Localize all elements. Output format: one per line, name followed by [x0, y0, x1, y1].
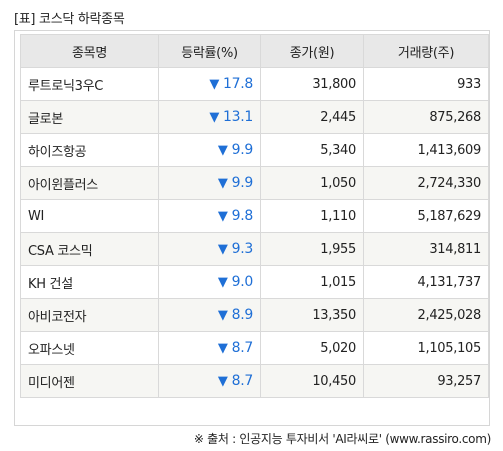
- close-price: 5,340: [260, 133, 364, 167]
- change-rate: ▼ 9.8: [158, 199, 261, 233]
- table-row: 글로본 ▼ 13.1 2,445 875,268: [20, 100, 489, 134]
- trade-volume: 314,811: [363, 232, 489, 266]
- change-rate: ▼ 9.9: [158, 166, 261, 200]
- stock-table: 종목명 등락률(%) 종가(원) 거래량(주) 루트로닉3우C ▼ 17.8 31,8…: [20, 34, 489, 398]
- stock-name: 미디어젠: [20, 364, 159, 398]
- stock-name: 아비코전자: [20, 298, 159, 332]
- header-close: 종가(원): [260, 34, 364, 68]
- change-rate: ▼ 8.7: [158, 364, 261, 398]
- change-rate-value: 9.9: [231, 142, 254, 158]
- trade-volume: 5,187,629: [363, 199, 489, 233]
- down-triangle-icon: ▼: [217, 341, 228, 356]
- change-rate: ▼ 9.0: [158, 265, 261, 299]
- down-triangle-icon: ▼: [217, 308, 228, 323]
- stock-name: 글로본: [20, 100, 159, 134]
- close-price: 5,020: [260, 331, 364, 365]
- trade-volume: 4,131,737: [363, 265, 489, 299]
- stock-name: 하이즈항공: [20, 133, 159, 167]
- down-triangle-icon: ▼: [217, 374, 228, 389]
- down-triangle-icon: ▼: [217, 143, 228, 158]
- close-price: 2,445: [260, 100, 364, 134]
- stock-name: CSA 코스믹: [20, 232, 159, 266]
- table-body: 루트로닉3우C ▼ 17.8 31,800 933 글로본 ▼ 13.1 2,445 875,26…: [20, 67, 489, 398]
- change-rate-value: 17.8: [223, 76, 253, 92]
- change-rate: ▼ 9.9: [158, 133, 261, 167]
- close-price: 10,450: [260, 364, 364, 398]
- stock-name: 루트로닉3우C: [20, 67, 159, 101]
- table-row: 아비코전자 ▼ 8.9 13,350 2,425,028: [20, 298, 489, 332]
- change-rate-value: 8.9: [231, 307, 254, 323]
- table-row: CSA 코스믹 ▼ 9.3 1,955 314,811: [20, 232, 489, 266]
- change-rate-value: 8.7: [231, 340, 254, 356]
- close-price: 1,110: [260, 199, 364, 233]
- trade-volume: 1,413,609: [363, 133, 489, 167]
- stock-name: 아이윈플러스: [20, 166, 159, 200]
- trade-volume: 933: [363, 67, 489, 101]
- change-rate-value: 13.1: [223, 109, 253, 125]
- table-row: WI ▼ 9.8 1,110 5,187,629: [20, 199, 489, 233]
- change-rate: ▼ 17.8: [158, 67, 261, 101]
- table-caption: [표] 코스닥 하락종목: [14, 12, 125, 27]
- header-row: 종목명 등락률(%) 종가(원) 거래량(주): [20, 34, 489, 68]
- table-row: 하이즈항공 ▼ 9.9 5,340 1,413,609: [20, 133, 489, 167]
- down-triangle-icon: ▼: [217, 209, 228, 224]
- down-triangle-icon: ▼: [217, 176, 228, 191]
- change-rate-value: 9.8: [231, 208, 254, 224]
- trade-volume: 2,425,028: [363, 298, 489, 332]
- down-triangle-icon: ▼: [209, 110, 220, 125]
- close-price: 31,800: [260, 67, 364, 101]
- change-rate: ▼ 8.9: [158, 298, 261, 332]
- table-row: 아이윈플러스 ▼ 9.9 1,050 2,724,330: [20, 166, 489, 200]
- stock-name: WI: [20, 199, 159, 233]
- trade-volume: 875,268: [363, 100, 489, 134]
- close-price: 1,015: [260, 265, 364, 299]
- table-row: KH 건설 ▼ 9.0 1,015 4,131,737: [20, 265, 489, 299]
- change-rate: ▼ 8.7: [158, 331, 261, 365]
- close-price: 1,955: [260, 232, 364, 266]
- header-rate: 등락률(%): [158, 34, 261, 68]
- change-rate: ▼ 9.3: [158, 232, 261, 266]
- change-rate-value: 9.9: [231, 175, 254, 191]
- close-price: 1,050: [260, 166, 364, 200]
- table-frame: 종목명 등락률(%) 종가(원) 거래량(주) 루트로닉3우C ▼ 17.8 31,8…: [14, 30, 490, 426]
- header-volume: 거래량(주): [363, 34, 489, 68]
- table-row: 루트로닉3우C ▼ 17.8 31,800 933: [20, 67, 489, 101]
- trade-volume: 93,257: [363, 364, 489, 398]
- change-rate-value: 9.0: [231, 274, 254, 290]
- stock-name: KH 건설: [20, 265, 159, 299]
- change-rate-value: 9.3: [231, 241, 254, 257]
- stock-name: 오파스넷: [20, 331, 159, 365]
- down-triangle-icon: ▼: [209, 77, 220, 92]
- header-name: 종목명: [20, 34, 159, 68]
- change-rate-value: 8.7: [231, 373, 254, 389]
- source-note: ※ 출처 : 인공지능 투자비서 'AI라씨로' (www.rassiro.co…: [193, 432, 491, 446]
- down-triangle-icon: ▼: [217, 275, 228, 290]
- table-row: 미디어젠 ▼ 8.7 10,450 93,257: [20, 364, 489, 398]
- down-triangle-icon: ▼: [217, 242, 228, 257]
- close-price: 13,350: [260, 298, 364, 332]
- trade-volume: 2,724,330: [363, 166, 489, 200]
- trade-volume: 1,105,105: [363, 331, 489, 365]
- change-rate: ▼ 13.1: [158, 100, 261, 134]
- table-row: 오파스넷 ▼ 8.7 5,020 1,105,105: [20, 331, 489, 365]
